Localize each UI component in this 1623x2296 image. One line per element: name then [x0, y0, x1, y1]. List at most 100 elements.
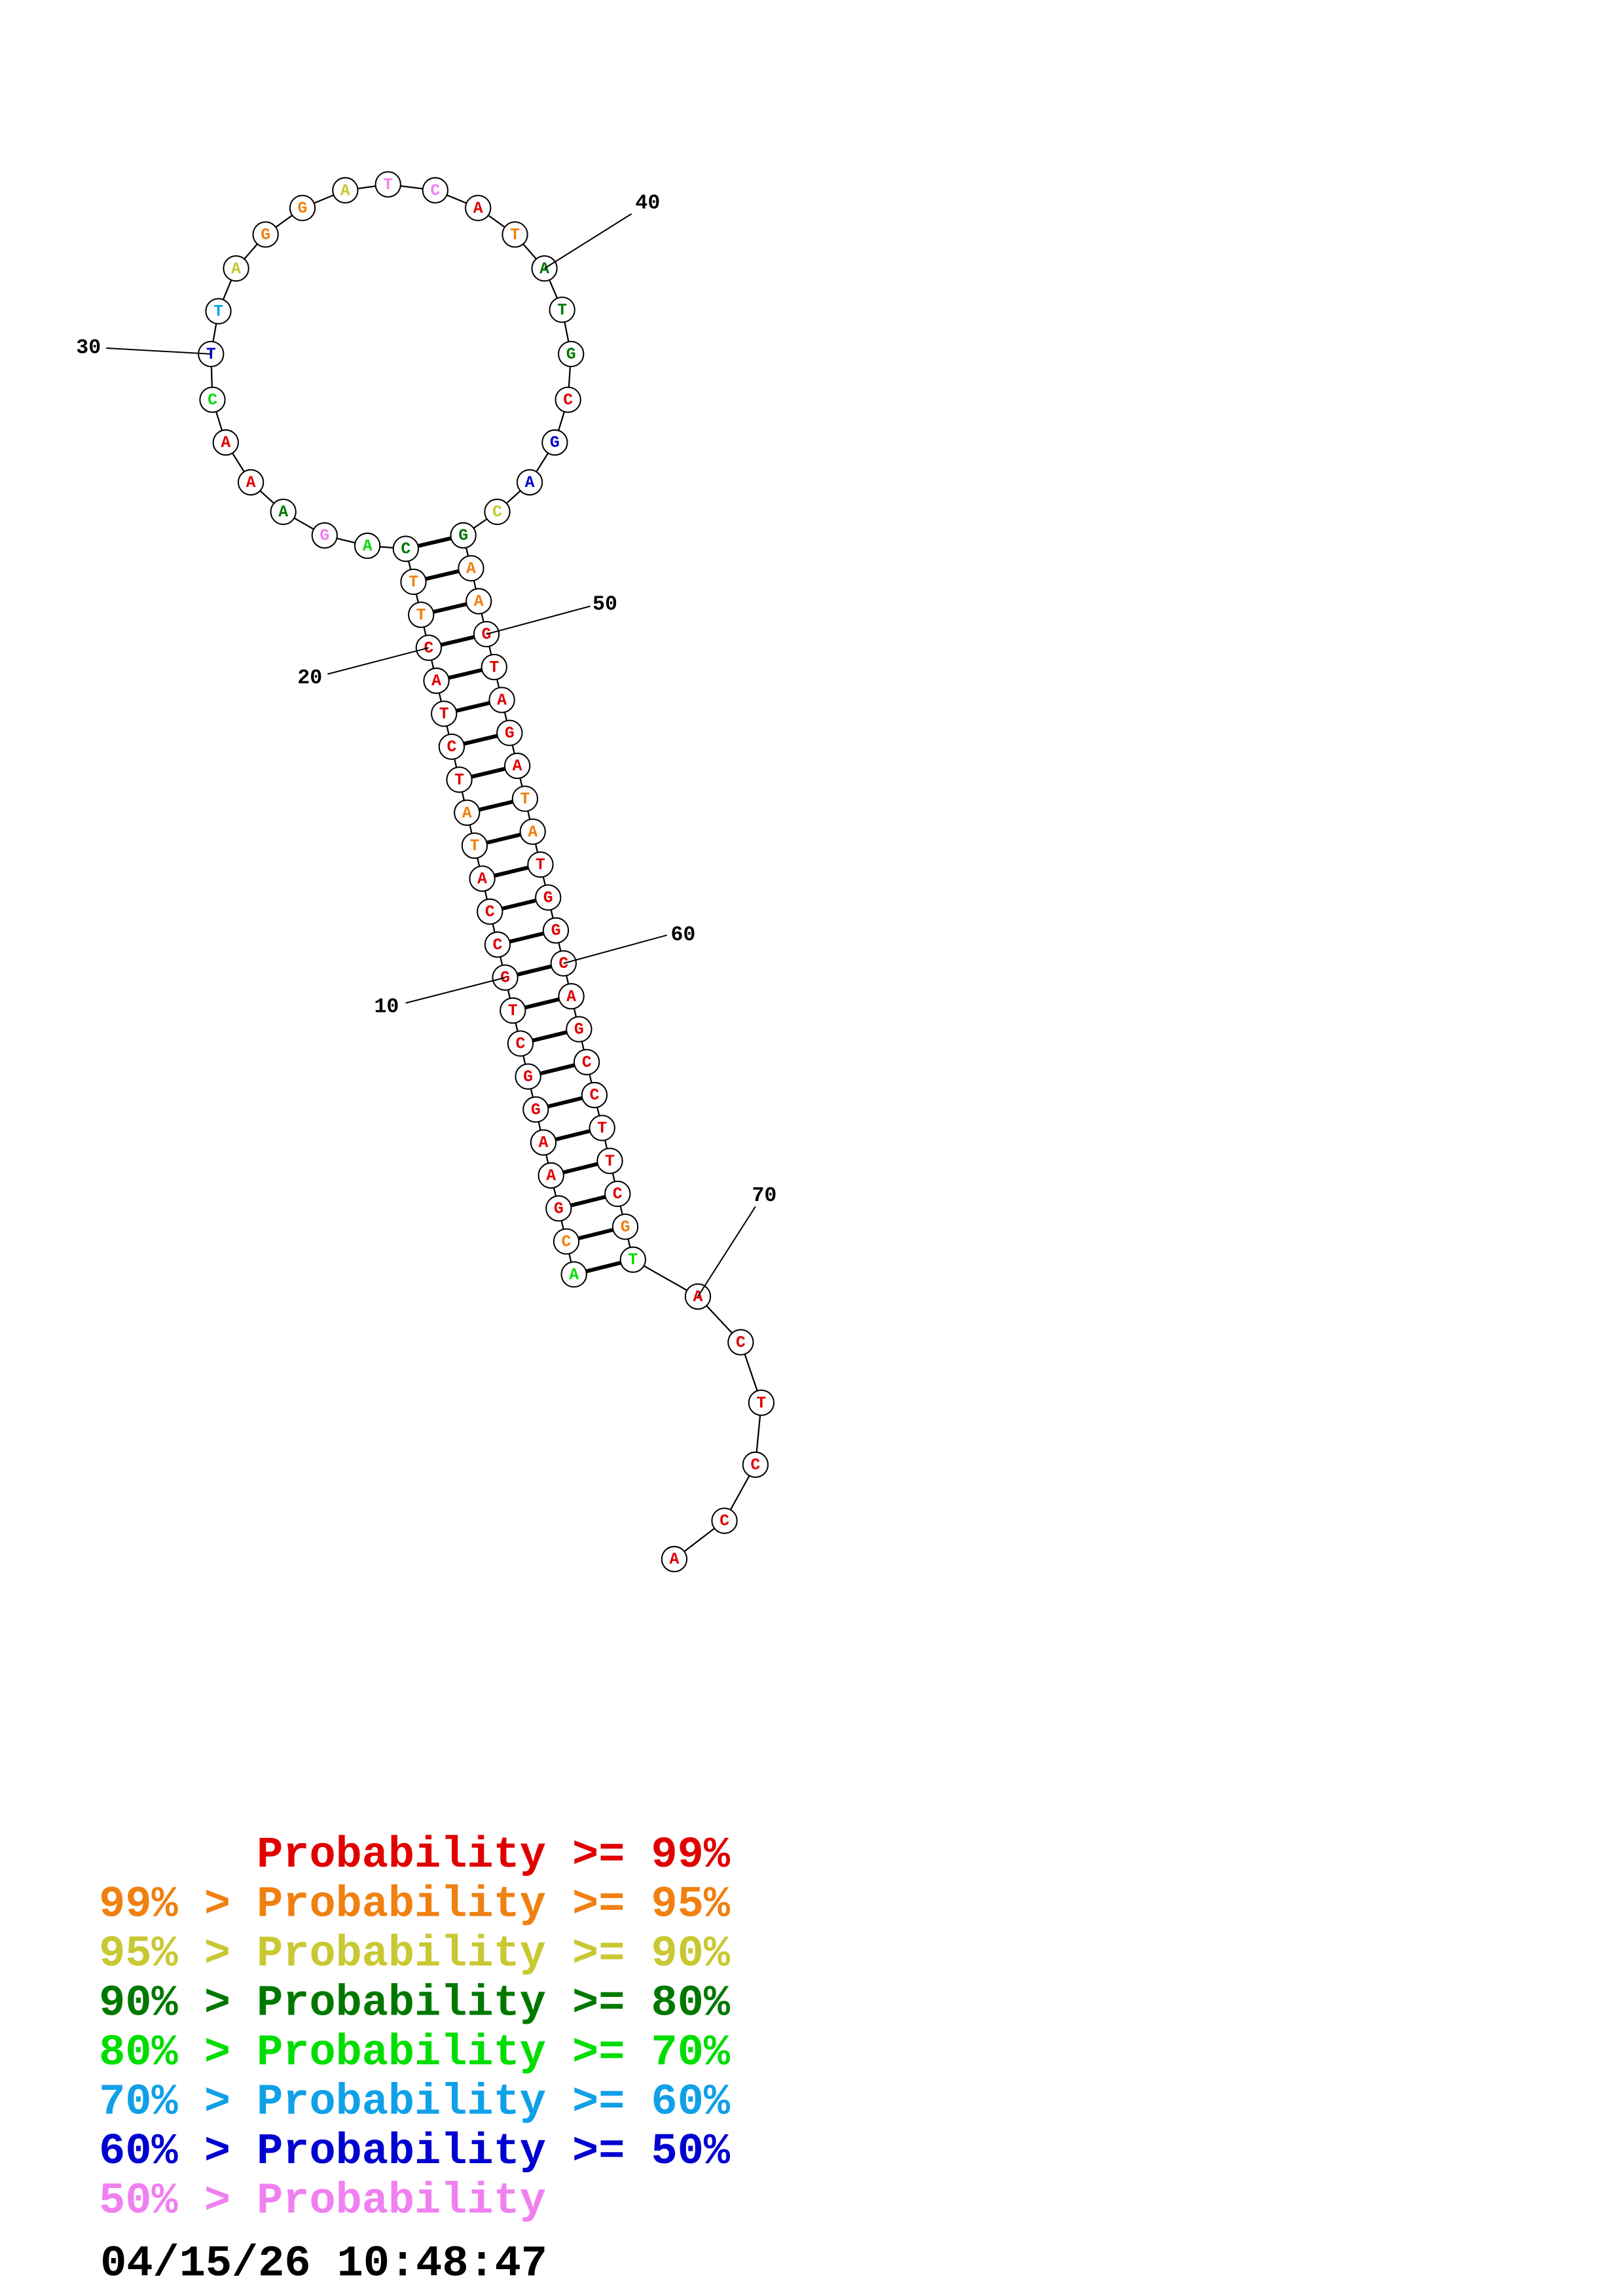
- nucleotide-base: G: [505, 725, 515, 743]
- nucleotide-circle: [484, 498, 511, 526]
- nucleotide-circle: [684, 1283, 712, 1310]
- nucleotide-circle: [611, 1213, 639, 1240]
- nucleotide-base: T: [508, 1002, 518, 1020]
- position-label: 70: [752, 1185, 776, 1208]
- nucleotide-circle: [223, 255, 249, 282]
- nucleotide-base: C: [736, 1334, 746, 1352]
- nucleotide-circle: [516, 469, 543, 496]
- nucleotide-base: T: [454, 771, 464, 789]
- nucleotide-circle: [501, 221, 528, 248]
- nucleotide-base: A: [340, 182, 350, 200]
- nucleotide-base: C: [582, 1054, 592, 1072]
- nucleotide-circle: [530, 1129, 557, 1156]
- nucleotide-circle: [422, 177, 448, 204]
- nucleotide-circle: [507, 1030, 534, 1057]
- nucleotide-base: A: [278, 503, 288, 522]
- nucleotide-circle: [450, 522, 477, 549]
- nucleotide-base: C: [558, 955, 568, 973]
- nucleotide-circle: [555, 386, 581, 413]
- nucleotide-base: C: [430, 182, 440, 200]
- nucleotide-circle: [400, 568, 427, 596]
- nucleotide-circle: [538, 1162, 564, 1189]
- nucleotide-circle: [374, 171, 401, 198]
- nucleotide-base: A: [539, 1134, 549, 1153]
- label-leader: [327, 647, 429, 675]
- nucleotide-base: G: [621, 1218, 630, 1236]
- nucleotide-base: A: [528, 823, 538, 842]
- nucleotide-circle: [469, 865, 496, 892]
- nucleotide-base: A: [497, 692, 507, 710]
- nucleotide-circle: [519, 818, 546, 845]
- nucleotide-circle: [742, 1451, 769, 1479]
- nucleotide-circle: [458, 555, 484, 582]
- nucleotide-base: T: [489, 658, 499, 677]
- legend-entry: 50% > Probability: [99, 2177, 546, 2227]
- nucleotide-circle: [535, 884, 562, 911]
- nucleotide-base: C: [485, 903, 495, 922]
- nucleotide-base: C: [424, 639, 433, 658]
- nucleotide-base: T: [756, 1394, 766, 1412]
- nucleotide-base: G: [566, 346, 576, 364]
- nucleotide-base: A: [477, 870, 487, 889]
- nucleotide-base: A: [539, 260, 549, 278]
- nucleotide-base: A: [462, 804, 472, 823]
- position-labels: 10 20 30 40 50 60 70: [76, 192, 776, 1297]
- nucleotide-circle: [541, 429, 568, 456]
- nucleotide-circle: [545, 1195, 572, 1222]
- nucleotide-base: T: [520, 791, 530, 809]
- nucleotide-base: A: [231, 260, 241, 278]
- timestamp: 04/15/26 10:48:47: [100, 2239, 547, 2289]
- position-label: 10: [374, 996, 399, 1019]
- nucleotide-base: C: [563, 391, 573, 410]
- legend-entry: 70% > Probability >= 60%: [99, 2078, 731, 2128]
- nucleotide-circle: [560, 1261, 587, 1288]
- nucleotide-circle: [566, 1016, 593, 1043]
- nucleotide-base: T: [213, 303, 223, 321]
- nucleotide-circle: [454, 799, 481, 826]
- nucleotide-circle: [542, 917, 570, 944]
- nucleotide-base: T: [409, 573, 418, 592]
- legend-entry: 60% > Probability >= 50%: [99, 2127, 731, 2177]
- nucleotide-circle: [515, 1063, 541, 1090]
- legend-entry: 80% > Probability >= 70%: [99, 2028, 731, 2078]
- nucleotide-circle: [205, 298, 232, 325]
- nucleotide-base: G: [500, 969, 510, 988]
- nucleotide-circle: [237, 469, 264, 496]
- nucleotide-base: T: [469, 837, 479, 855]
- nucleotide-circle: [500, 997, 526, 1024]
- nucleotide-base: A: [566, 988, 576, 1006]
- nucleotide-base: C: [447, 738, 456, 757]
- nucleotide-base: A: [474, 593, 484, 611]
- nucleotide-base: C: [492, 503, 502, 522]
- label-leader: [697, 1206, 756, 1297]
- nucleotide-circle: [461, 832, 488, 859]
- nucleotide-base: T: [557, 301, 567, 319]
- nucleotide-circle: [465, 588, 492, 615]
- label-leader: [544, 213, 632, 270]
- nucleotide-circle: [270, 498, 297, 526]
- nucleotide-circle: [431, 700, 458, 727]
- nucleotide-circle: [549, 296, 575, 323]
- legend-entry: 95% > Probability >= 90%: [99, 1929, 731, 1979]
- nucleotide-base: G: [550, 434, 560, 452]
- legend-entry: 90% > Probability >= 80%: [99, 1979, 731, 2029]
- nucleotide-base: A: [525, 474, 535, 492]
- nucleotide-base: A: [513, 757, 522, 776]
- nucleotide-circle: [477, 898, 503, 925]
- nucleotide-base: T: [439, 706, 449, 724]
- nucleotide-circle: [311, 522, 338, 549]
- nucleotide-base: A: [246, 474, 256, 492]
- nucleotide-circle: [604, 1180, 631, 1208]
- nucleotide-circle: [511, 785, 539, 812]
- nucleotide-base: T: [416, 606, 426, 624]
- nucleotide-base: A: [473, 200, 483, 218]
- nucleotide-base: T: [206, 346, 216, 364]
- nucleotide-base: C: [589, 1086, 599, 1105]
- nucleotide-circle: [522, 1096, 549, 1123]
- nucleotide-circle: [596, 1147, 623, 1174]
- nucleotide-base: G: [482, 626, 492, 644]
- nucleotide-circle: [423, 667, 450, 694]
